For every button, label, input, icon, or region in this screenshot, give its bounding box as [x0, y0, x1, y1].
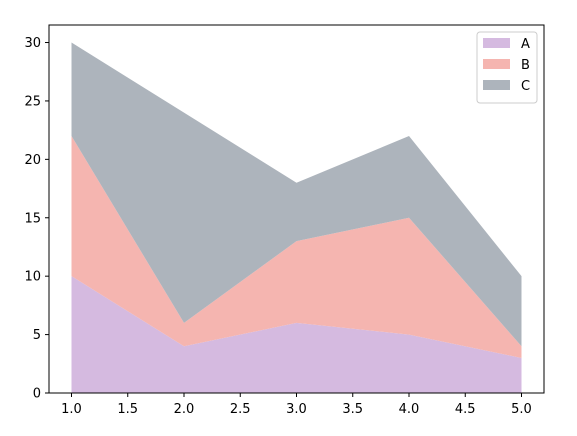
y-tick-label: 0: [33, 387, 41, 402]
area-series-a: [71, 276, 522, 393]
x-tick-label: 2.0: [174, 402, 195, 417]
y-tick-label: 5: [33, 328, 41, 343]
y-tick-label: 20: [24, 153, 41, 168]
x-tick-label: 4.0: [399, 402, 420, 417]
legend-label-a: A: [521, 37, 530, 52]
area-series-c: [71, 42, 522, 347]
legend: ABC: [476, 31, 538, 104]
legend-label-c: C: [521, 79, 530, 94]
axes: 1.0 1.5 2.0 2.5 3.0 3.5 4.0 4.5 5.0 0 5 10 15 20 25 30: [24, 24, 545, 417]
x-tick-label: 2.5: [230, 402, 251, 417]
area-layers: [71, 42, 522, 393]
x-tick-label: 4.5: [455, 402, 476, 417]
area-series-b: [71, 135, 522, 358]
x-tick-label: 5.0: [511, 402, 532, 417]
legend-swatch-b: [483, 59, 510, 69]
legend-label-b: B: [521, 58, 530, 73]
legend-swatch-c: [483, 80, 510, 90]
x-tick-label: 3.5: [342, 402, 363, 417]
y-tick-label: 10: [24, 270, 41, 285]
y-tick-label: 30: [24, 36, 41, 51]
x-tick-label: 1.0: [61, 402, 82, 417]
legend-swatch-a: [483, 38, 510, 48]
y-tick-label: 15: [24, 211, 41, 226]
x-tick-label: 1.5: [117, 402, 138, 417]
x-tick-label: 3.0: [286, 402, 307, 417]
y-tick-label: 25: [24, 94, 41, 109]
